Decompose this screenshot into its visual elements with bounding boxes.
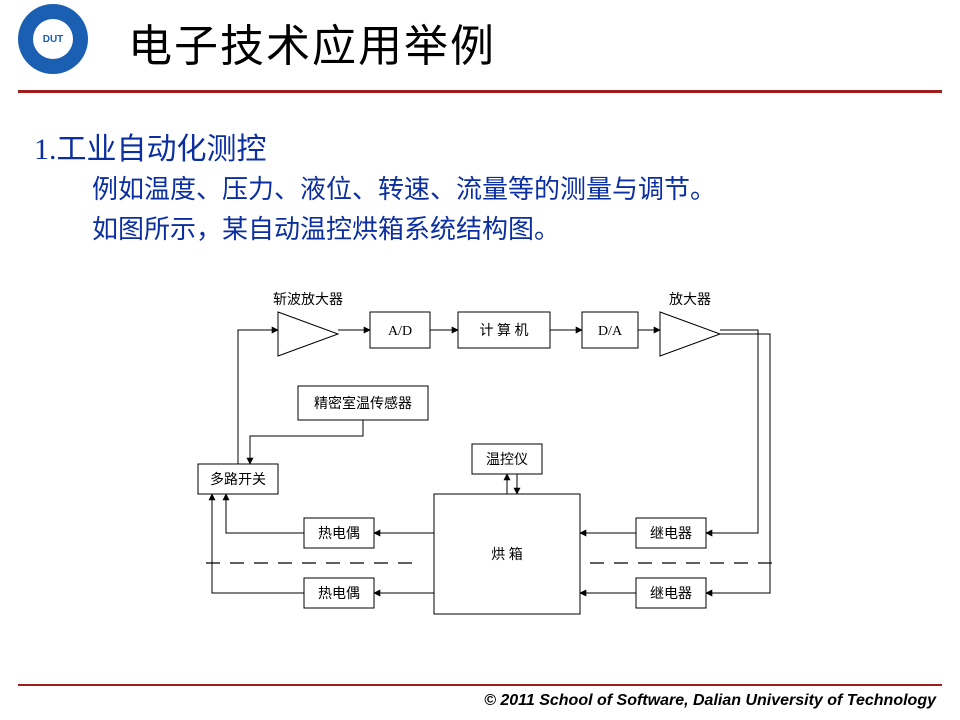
svg-text:斩波放大器: 斩波放大器 [273,292,343,308]
logo-text: DUT [33,19,73,59]
svg-text:热电偶: 热电偶 [318,526,360,542]
svg-text:继电器: 继电器 [650,526,692,542]
svg-text:D/A: D/A [598,324,623,339]
svg-text:继电器: 继电器 [650,586,692,602]
svg-text:放大器: 放大器 [669,292,711,308]
svg-text:A/D: A/D [388,324,412,339]
slide-title: 电子技术应用举例 [128,10,496,74]
section-number: 1. [34,133,57,166]
header-rule [18,90,942,93]
svg-text:温控仪: 温控仪 [486,452,528,468]
svg-text:多路开关: 多路开关 [210,471,266,488]
university-logo: DUT [18,4,88,74]
svg-text:计 算 机: 计 算 机 [480,323,529,339]
copyright: © 2011 School of Software, Dalian Univer… [484,692,936,710]
section-title: 工业自动化测控 [57,133,267,166]
section-body: 例如温度、压力、液位、转速、流量等的测量与调节。 如图所示，某自动温控烘箱系统结… [92,170,920,251]
svg-text:热电偶: 热电偶 [318,586,360,602]
body-line-2: 如图所示，某自动温控烘箱系统结构图。 [92,210,920,250]
block-diagram: 斩波放大器A/D计 算 机D/A放大器精密室温传感器温控仪多路开关热电偶热电偶烘… [170,268,810,648]
svg-text:精密室温传感器: 精密室温传感器 [314,395,412,412]
svg-text:烘 箱: 烘 箱 [491,547,523,563]
footer-rule [18,684,942,686]
body-line-1: 例如温度、压力、液位、转速、流量等的测量与调节。 [92,170,920,210]
section-heading: 1.工业自动化测控 [34,124,267,168]
header: DUT 电子技术应用举例 [0,0,960,100]
